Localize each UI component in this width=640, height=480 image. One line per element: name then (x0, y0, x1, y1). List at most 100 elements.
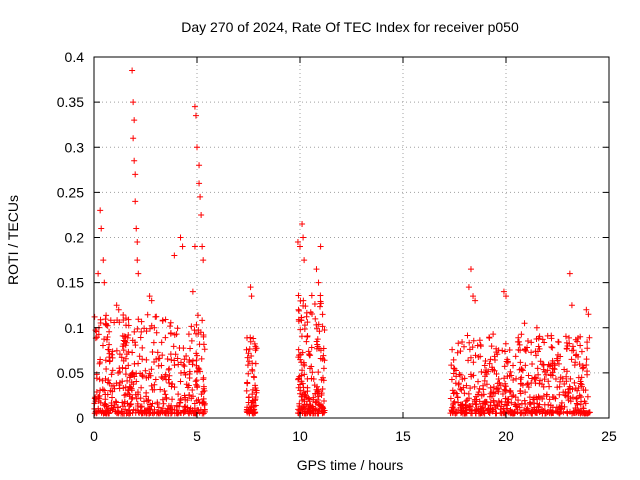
data-point (138, 403, 145, 410)
data-point (306, 365, 313, 372)
data-point (478, 368, 485, 375)
data-point (548, 344, 555, 351)
data-point (295, 406, 302, 413)
data-point (515, 397, 522, 404)
data-point (581, 410, 588, 417)
data-point (311, 300, 318, 307)
data-point (174, 325, 181, 332)
data-point (495, 375, 502, 382)
data-point (463, 398, 470, 405)
data-point (314, 383, 321, 390)
data-point (586, 409, 593, 416)
data-point (103, 409, 110, 416)
data-point (105, 377, 112, 384)
data-point (543, 371, 550, 378)
y-tick-label: 0 (76, 410, 84, 426)
data-point (580, 364, 587, 371)
data-point (299, 380, 306, 387)
data-point (541, 368, 548, 375)
data-point (550, 409, 557, 416)
data-point (316, 303, 323, 310)
data-point (556, 410, 563, 417)
data-point (579, 365, 586, 372)
data-point (135, 409, 142, 416)
data-point (179, 243, 186, 250)
data-point (134, 400, 141, 407)
data-point (159, 396, 166, 403)
data-point (183, 352, 190, 359)
data-point (556, 391, 563, 398)
data-point (167, 319, 174, 326)
data-point (533, 409, 540, 416)
data-point (136, 353, 143, 360)
data-point (307, 410, 314, 417)
data-point (141, 325, 148, 332)
data-point (121, 398, 128, 405)
data-point (533, 407, 540, 414)
data-point (576, 361, 583, 368)
data-point (453, 390, 460, 397)
data-point (582, 387, 589, 394)
data-point (143, 374, 150, 381)
data-point (564, 342, 571, 349)
data-point (483, 381, 490, 388)
data-point (193, 330, 200, 337)
data-point (548, 332, 555, 339)
data-point (93, 409, 100, 416)
data-point (155, 410, 162, 417)
data-point (563, 373, 570, 380)
data-point (196, 162, 203, 169)
data-point (198, 355, 205, 362)
data-point (567, 375, 574, 382)
data-point (301, 257, 308, 264)
data-point (549, 360, 556, 367)
data-point (192, 112, 199, 119)
data-point (471, 407, 478, 413)
data-point (244, 354, 251, 361)
data-point (535, 343, 542, 350)
data-point (468, 373, 475, 380)
data-point (102, 316, 109, 323)
data-point (142, 367, 149, 374)
data-point (151, 324, 158, 331)
data-point (120, 347, 127, 354)
data-point (317, 347, 324, 354)
data-point (301, 322, 308, 329)
data-point (457, 372, 464, 379)
data-point (101, 400, 108, 407)
data-point (193, 381, 200, 388)
data-point (549, 369, 556, 376)
data-point (162, 316, 169, 323)
data-point (177, 370, 184, 377)
data-point (176, 403, 183, 410)
data-point (295, 346, 302, 353)
data-point (312, 315, 319, 322)
data-point (466, 339, 473, 346)
data-point (128, 387, 135, 394)
data-point (158, 339, 165, 346)
data-point (198, 211, 205, 218)
data-point (247, 284, 254, 291)
data-point (187, 408, 194, 415)
data-point (197, 193, 204, 200)
data-point (131, 117, 138, 124)
y-tick-label: 0.4 (65, 49, 85, 65)
data-point (448, 376, 455, 383)
data-point (155, 362, 162, 369)
data-point (177, 395, 184, 402)
data-point (516, 338, 523, 345)
data-point (450, 400, 457, 407)
data-point (476, 337, 483, 344)
data-point (109, 354, 116, 361)
data-point (186, 371, 193, 378)
data-point (518, 366, 525, 373)
data-point (451, 365, 458, 372)
data-point (251, 403, 258, 410)
data-point (98, 225, 105, 232)
data-point (459, 339, 466, 346)
data-point (121, 392, 128, 399)
data-point (488, 343, 495, 350)
data-point (458, 386, 465, 393)
data-point (303, 309, 310, 316)
data-point (192, 378, 199, 385)
